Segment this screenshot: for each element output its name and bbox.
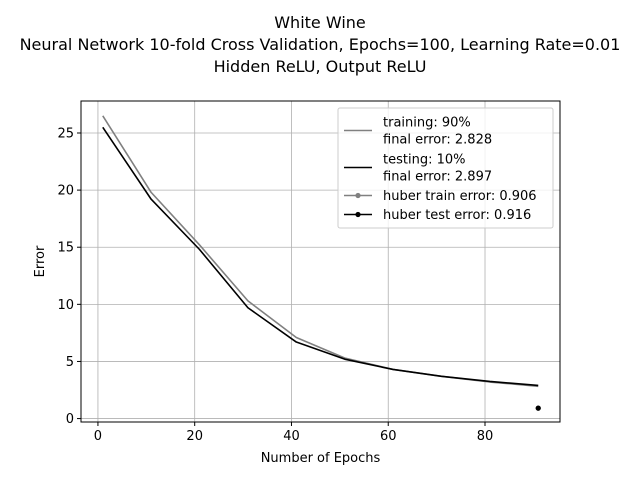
y-axis-label: Error <box>33 245 48 277</box>
y-tick-label: 20 <box>57 184 74 199</box>
legend-label: testing: 10% <box>383 153 465 168</box>
x-tick-label: 60 <box>380 429 397 444</box>
legend-label: huber train error: 0.906 <box>383 189 537 204</box>
axis-ticks: 0 20 40 60 80 0 5 10 15 20 25 <box>57 126 493 444</box>
legend: training: 90% final error: 2.828 testing: … <box>337 107 554 229</box>
x-tick-label: 20 <box>186 429 203 444</box>
y-tick-label: 15 <box>57 241 74 256</box>
series-line <box>102 126 539 387</box>
legend-item-3: huber train error: 0.906 <box>344 189 537 204</box>
series-layer <box>102 115 541 411</box>
legend-box <box>337 107 554 229</box>
y-tick-label: 10 <box>57 298 74 313</box>
x-axis-label: Number of Epochs <box>261 451 381 466</box>
chart-title-line-1: White Wine <box>274 13 366 32</box>
data-point <box>535 405 541 411</box>
legend-item-1: training: 90% final error: 2.828 <box>344 116 492 148</box>
y-tick-label: 0 <box>66 412 74 427</box>
legend-item-4: huber test error: 0.916 <box>344 208 531 223</box>
legend-marker <box>355 192 361 199</box>
y-tick-label: 25 <box>57 126 74 141</box>
legend-label: training: 90% <box>383 116 471 131</box>
series-2 <box>102 126 539 387</box>
chart-title-line-3: Hidden ReLU, Output ReLU <box>213 57 427 76</box>
legend-marker <box>355 211 361 218</box>
x-tick-label: 0 <box>94 429 102 444</box>
x-tick-label: 80 <box>477 429 494 444</box>
y-tick-label: 5 <box>66 355 74 370</box>
grid <box>81 101 560 422</box>
series-4 <box>535 405 541 411</box>
legend-label: final error: 2.828 <box>383 133 492 148</box>
legend-label: huber test error: 0.916 <box>383 208 531 223</box>
legend-label: final error: 2.897 <box>383 170 492 185</box>
x-tick-label: 40 <box>283 429 300 444</box>
chart-title-line-2: Neural Network 10-fold Cross Validation,… <box>19 35 621 54</box>
legend-item-2: testing: 10% final error: 2.897 <box>344 153 492 185</box>
plot-frame <box>80 100 561 423</box>
